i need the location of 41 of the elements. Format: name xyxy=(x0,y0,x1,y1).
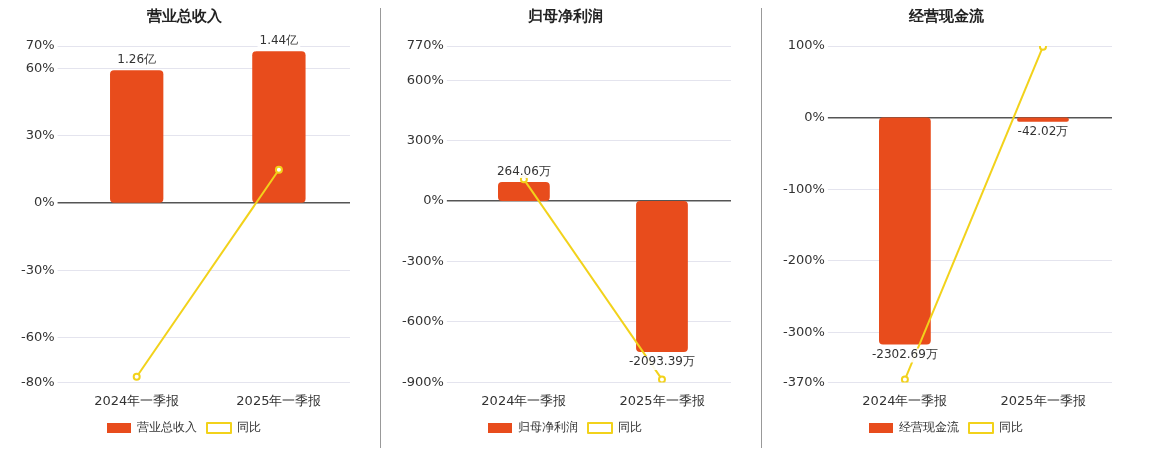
y-tick-label: -80% xyxy=(20,373,55,389)
data-label: 264.06万 xyxy=(496,164,551,179)
y-tick-label: -30% xyxy=(20,261,55,277)
legend-label: 同比 xyxy=(999,420,1023,435)
y-tick-label: -60% xyxy=(20,328,55,344)
y-tick-label: 0% xyxy=(33,194,55,210)
chart-title: 营业总收入 xyxy=(145,6,223,25)
y-tick-label: -100% xyxy=(783,180,825,196)
x-tick-label: 2024年一季报 xyxy=(481,392,567,408)
y-tick-label: 0% xyxy=(423,192,444,208)
legend-label: 归母净利润 xyxy=(518,420,578,435)
y-tick-label: 0% xyxy=(804,108,825,124)
y-tick-label: -300% xyxy=(402,252,444,268)
y-tick-label: -600% xyxy=(402,313,444,329)
y-tick-label: 70% xyxy=(25,37,55,53)
y-tick-label: 600% xyxy=(406,71,444,87)
x-tick-label: 2025年一季报 xyxy=(1000,392,1086,408)
y-tick-label: 100% xyxy=(787,37,825,53)
y-tick-label: -370% xyxy=(783,373,825,389)
data-label: 1.26亿 xyxy=(117,52,157,67)
data-label: -2093.39万 xyxy=(628,354,695,369)
data-label: 1.44亿 xyxy=(259,33,299,48)
x-tick-label: 2024年一季报 xyxy=(862,392,948,408)
chart-title: 经营现金流 xyxy=(907,6,985,25)
x-tick-label: 2024年一季报 xyxy=(94,392,180,408)
y-tick-label: 770% xyxy=(406,37,444,53)
y-tick-label: -300% xyxy=(783,323,825,339)
legend-label: 经营现金流 xyxy=(899,420,959,435)
legend-label: 同比 xyxy=(237,420,261,435)
x-tick-label: 2025年一季报 xyxy=(619,392,705,408)
legend-label: 同比 xyxy=(618,420,642,435)
x-tick-label: 2025年一季报 xyxy=(236,392,322,408)
chart-title: 归母净利润 xyxy=(526,6,603,25)
y-tick-label: 300% xyxy=(406,132,444,148)
data-label: -2302.69万 xyxy=(871,346,938,361)
y-tick-label: -200% xyxy=(783,252,825,268)
data-label: -42.02万 xyxy=(1017,123,1069,138)
legend-label: 营业总收入 xyxy=(137,420,197,435)
y-tick-label: 30% xyxy=(25,127,55,143)
y-tick-label: -900% xyxy=(402,373,444,389)
y-tick-label: 60% xyxy=(25,59,55,75)
